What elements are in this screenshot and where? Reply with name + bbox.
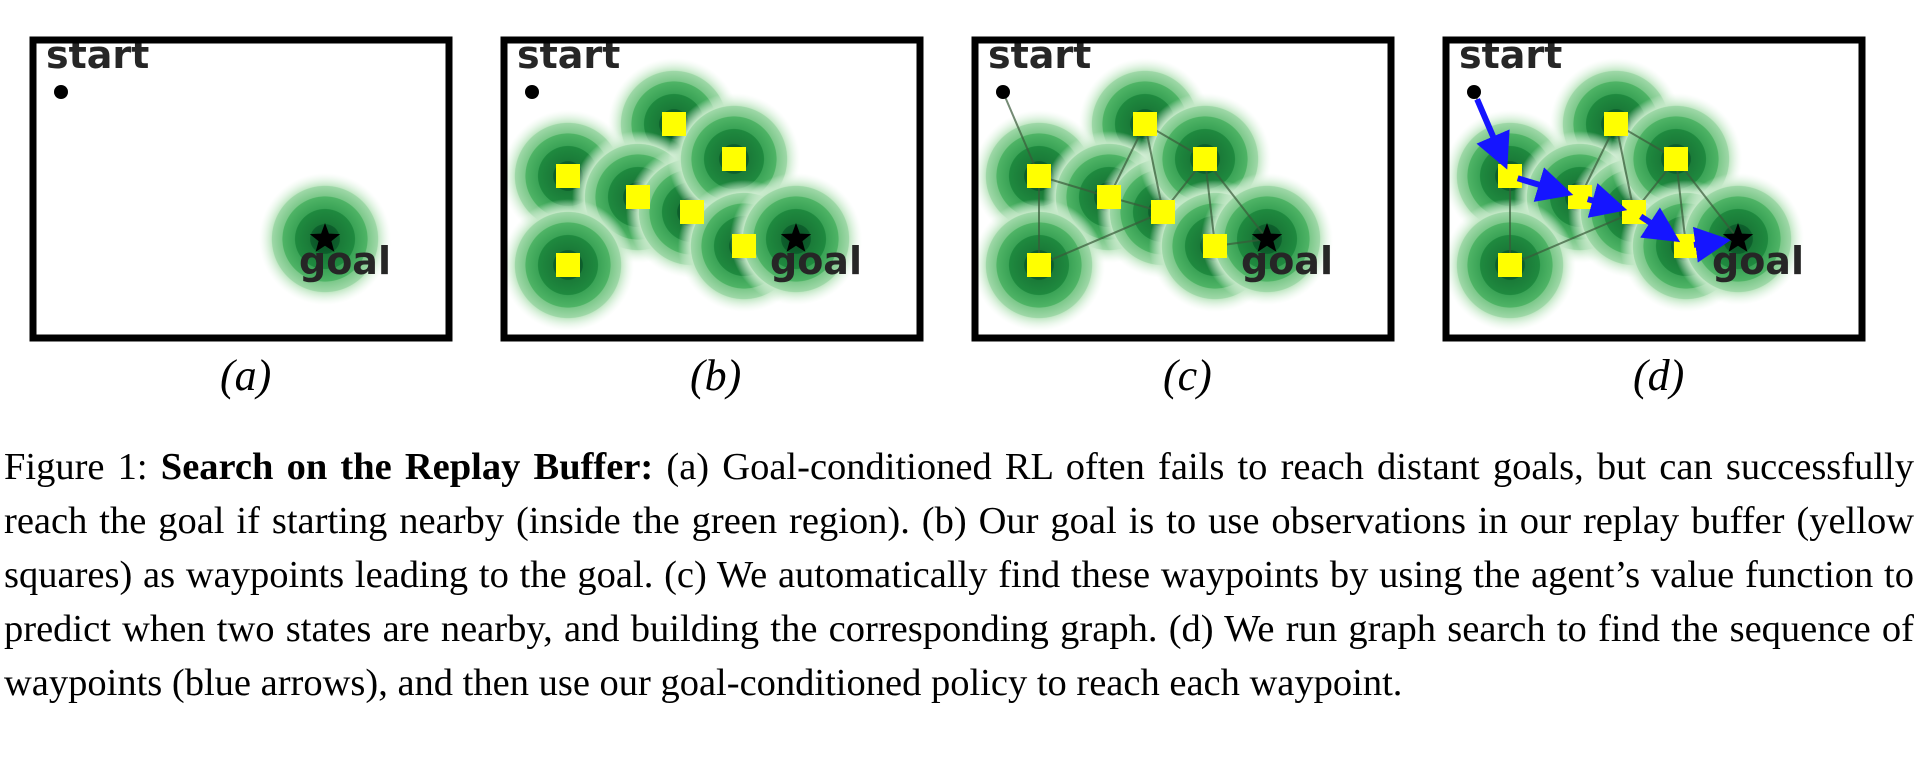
path-arrow bbox=[1516, 167, 1574, 202]
waypoint-square bbox=[662, 112, 686, 136]
graph-edge bbox=[1144, 123, 1164, 213]
waypoint-square bbox=[1097, 185, 1121, 209]
start-dot bbox=[525, 85, 539, 99]
goal-label: goal bbox=[299, 239, 391, 283]
graph-edge bbox=[1038, 211, 1164, 266]
path-arrow bbox=[1474, 98, 1510, 170]
graph-edge bbox=[1615, 123, 1635, 213]
waypoint-square bbox=[1027, 253, 1051, 277]
waypoint-square bbox=[1203, 234, 1227, 258]
graph-edge bbox=[1675, 158, 1687, 247]
subfigure-label-c: (c) bbox=[1163, 351, 1212, 400]
panel-frame bbox=[500, 36, 924, 342]
waypoint-square bbox=[680, 200, 704, 224]
start-dot bbox=[1467, 85, 1481, 99]
goal-star-icon bbox=[1251, 223, 1283, 252]
path-arrow bbox=[1586, 183, 1628, 218]
panel-frame bbox=[29, 36, 453, 342]
goal-label: goal bbox=[1241, 239, 1333, 283]
waypoint-square bbox=[1151, 200, 1175, 224]
graph-edge bbox=[1204, 158, 1216, 247]
waypoint-square bbox=[556, 164, 580, 188]
graph-edge bbox=[1579, 123, 1617, 198]
subfigure-label-d: (d) bbox=[1633, 351, 1685, 400]
panel-frame bbox=[1442, 36, 1866, 342]
goal-star-icon bbox=[780, 223, 812, 252]
waypoint-square bbox=[1498, 253, 1522, 277]
waypoint-square bbox=[1027, 164, 1051, 188]
start-dot bbox=[54, 85, 68, 99]
start-dot bbox=[996, 85, 1010, 99]
caption-prefix: Figure 1: bbox=[4, 446, 161, 488]
graph-edge bbox=[1204, 158, 1268, 240]
goal-label: goal bbox=[1712, 239, 1804, 283]
waypoint-square bbox=[1133, 112, 1157, 136]
graph-edge bbox=[1108, 123, 1146, 198]
waypoint-square bbox=[732, 234, 756, 258]
figure-caption: Figure 1: Search on the Replay Buffer: (… bbox=[4, 440, 1914, 710]
path-arrow bbox=[1692, 226, 1732, 263]
subfigure-label-a: (a) bbox=[220, 351, 272, 400]
path-arrow bbox=[1639, 207, 1681, 243]
graph-edge bbox=[1002, 91, 1040, 177]
graph-edge bbox=[1509, 211, 1635, 266]
waypoint-square bbox=[1664, 147, 1688, 171]
graph-edge bbox=[1675, 158, 1739, 240]
caption-title: Search on the Replay Buffer: bbox=[160, 446, 654, 488]
waypoint-square bbox=[1193, 147, 1217, 171]
waypoint-square bbox=[1604, 112, 1628, 136]
waypoint-square bbox=[722, 147, 746, 171]
panel-frame bbox=[971, 36, 1395, 342]
caption-body: (a) Goal-conditioned RL often fails to r… bbox=[4, 446, 1915, 704]
goal-label: goal bbox=[770, 239, 862, 283]
goal-star-icon bbox=[309, 223, 341, 252]
waypoint-square bbox=[556, 253, 580, 277]
waypoint-square bbox=[626, 185, 650, 209]
goal-star-icon bbox=[1722, 223, 1754, 252]
subfigure-label-b: (b) bbox=[690, 351, 742, 400]
